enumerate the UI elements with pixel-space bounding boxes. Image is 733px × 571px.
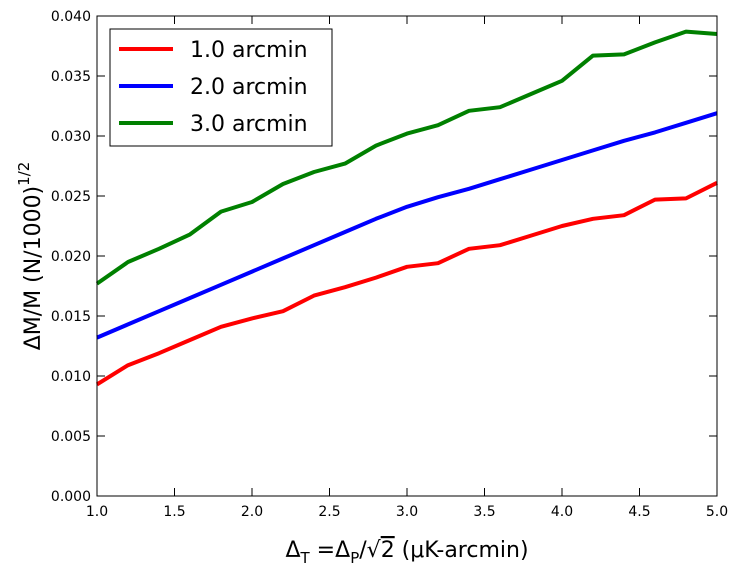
y-axis-label-text: ΔM/M (N/1000): [21, 186, 46, 350]
x-axis-label-delta-p: Δ: [335, 538, 350, 563]
y-tick-label: 0.020: [51, 249, 91, 265]
x-axis-label-eq: =: [310, 538, 335, 563]
y-tick-label: 0.015: [51, 309, 91, 325]
series-line-3-0-arcmin: [95, 29, 718, 286]
x-tick-label: 4.5: [628, 504, 650, 520]
y-axis-label-exponent: 1/2: [15, 162, 33, 186]
x-tick-label: 3.0: [396, 504, 418, 520]
legend: 1.0 arcmin 2.0 arcmin 3.0 arcmin: [109, 28, 333, 147]
y-tick-label: 0.030: [51, 129, 91, 145]
x-tick-label: 2.5: [318, 504, 340, 520]
y-tick-label: 0.005: [51, 429, 91, 445]
x-tick-label: 1.0: [86, 504, 108, 520]
x-tick-label: 3.5: [473, 504, 495, 520]
x-axis-label: ΔT =ΔP/√2 (μK-arcmin): [285, 538, 528, 567]
x-axis-label-slash: /: [359, 538, 367, 563]
x-axis-label-sqrt: √: [367, 538, 382, 563]
series-line-1-0-arcmin: [95, 181, 718, 387]
x-tick-label: 4.0: [551, 504, 573, 520]
ticks-layer: 1.0 1.5 2.0 2.5 3.0 3.5 4.0 4.5 5.0 0.000 0.005 0.0…: [51, 9, 728, 520]
y-tick-label: 0.035: [51, 69, 91, 85]
legend-label: 1.0 arcmin: [190, 38, 308, 63]
x-axis-label-delta-t: Δ: [285, 538, 300, 563]
series-line-2-0-arcmin: [96, 111, 718, 340]
y-tick-label: 0.025: [51, 189, 91, 205]
x-axis-label-unit: (μK-arcmin): [395, 538, 529, 563]
legend-label: 3.0 arcmin: [190, 112, 308, 137]
legend-label: 2.0 arcmin: [190, 75, 308, 100]
x-axis-label-two: 2: [381, 538, 395, 563]
y-tick-label: 0.000: [51, 489, 91, 505]
y-tick-label: 0.040: [51, 9, 91, 25]
x-tick-label: 2.0: [241, 504, 263, 520]
y-axis-label: ΔM/M (N/1000)1/2: [15, 162, 46, 351]
x-tick-label: 1.5: [163, 504, 185, 520]
plot-frame: [96, 15, 718, 497]
y-tick-label: 0.010: [51, 369, 91, 385]
x-tick-label: 5.0: [706, 504, 728, 520]
x-axis-label-sub-t: T: [300, 549, 311, 567]
x-axis-label-sub-p: P: [350, 549, 359, 567]
series-layer: [95, 29, 718, 387]
